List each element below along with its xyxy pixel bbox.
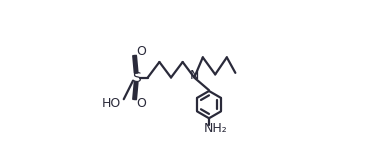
Text: N: N bbox=[190, 69, 199, 82]
Text: O: O bbox=[136, 97, 146, 110]
Text: S: S bbox=[132, 71, 140, 84]
Text: HO: HO bbox=[102, 97, 121, 110]
Text: O: O bbox=[136, 45, 146, 58]
Text: NH₂: NH₂ bbox=[203, 122, 227, 135]
